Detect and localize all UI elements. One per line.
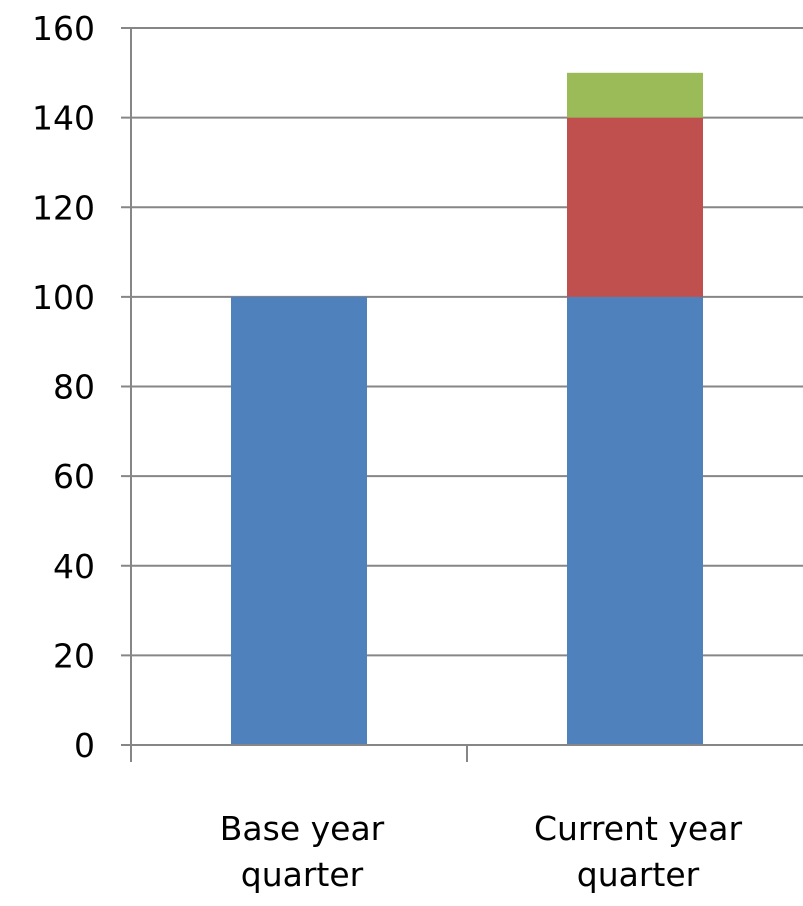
bar-segment-series-2 (567, 117, 703, 297)
y-tick-label: 140 (32, 99, 95, 138)
y-tick-label: 120 (32, 188, 95, 227)
y-tick-label: 40 (53, 547, 95, 586)
y-tick-label: 160 (32, 9, 95, 48)
y-tick-label: 20 (53, 636, 95, 675)
x-tick-label: Base year (220, 809, 385, 848)
axes (121, 27, 803, 762)
tick-labels: 0 20 40 60 80 100 120 140 160 Base year quarter Cur… (32, 9, 742, 894)
bar-segment-series-3 (567, 72, 703, 118)
x-tick-label: quarter (241, 855, 364, 894)
x-tick-label: Current year (534, 809, 742, 848)
y-tick-label: 100 (32, 278, 95, 317)
y-tick-label: 80 (53, 368, 95, 407)
bar-segment-series-1 (567, 296, 703, 745)
bars (231, 72, 703, 745)
bar-segment-series-1 (231, 296, 367, 745)
x-tick-label: quarter (577, 855, 700, 894)
y-tick-label: 0 (74, 726, 95, 765)
y-tick-label: 60 (53, 457, 95, 496)
